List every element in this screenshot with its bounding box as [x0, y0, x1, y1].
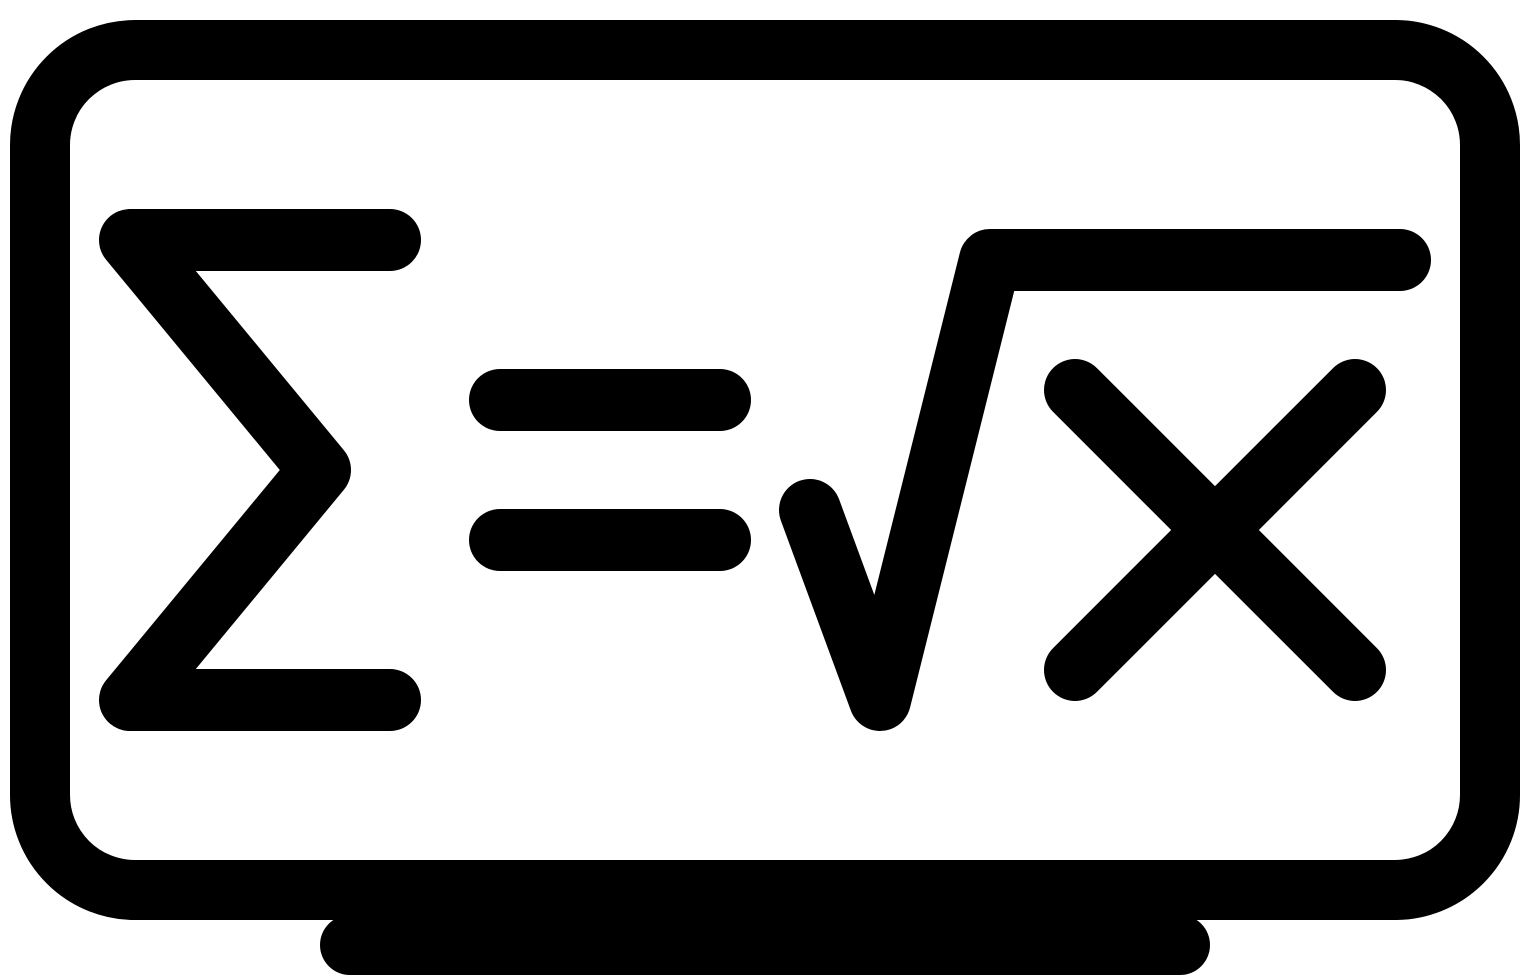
sigma-symbol [130, 240, 390, 700]
math-equation-monitor-icon [0, 0, 1530, 980]
